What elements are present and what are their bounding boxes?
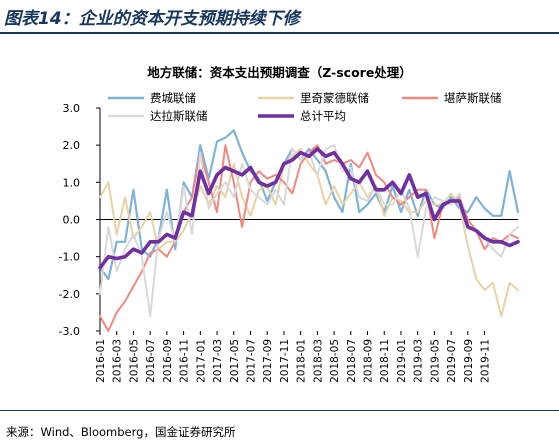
title-rule xyxy=(0,32,559,34)
legend-label-1: 里奇蒙德联储 xyxy=(300,91,369,105)
y-tick-label: 0.0 xyxy=(63,214,81,227)
x-tick-label: 2019-09 xyxy=(463,339,475,383)
legend-label-0: 费城联储 xyxy=(150,91,196,105)
x-tick-label: 2016-05 xyxy=(128,339,140,383)
x-tick-label: 2017-03 xyxy=(212,339,224,383)
x-tick-label: 2018-11 xyxy=(379,339,391,383)
x-tick-label: 2018-01 xyxy=(296,339,308,383)
x-tick-label: 2016-09 xyxy=(162,339,174,383)
series-group xyxy=(98,129,520,332)
series-line-4 xyxy=(98,147,520,270)
x-tick-label: 2019-07 xyxy=(446,339,458,383)
x-tick-label: 2018-05 xyxy=(329,339,341,383)
x-tick-label: 2019-03 xyxy=(413,339,425,383)
y-tick-label: 3.0 xyxy=(63,102,81,115)
x-tick-label: 2017-05 xyxy=(229,339,241,383)
y-tick-label: -2.0 xyxy=(59,288,80,301)
x-tick-label: 2016-01 xyxy=(95,339,107,383)
x-tick-label: 2018-07 xyxy=(346,339,358,383)
y-tick-label: 1.0 xyxy=(63,176,81,189)
x-tick-label: 2017-11 xyxy=(279,339,291,383)
chart-title: 地方联储：资本支出预期调查（Z-score处理） xyxy=(147,65,412,80)
legend-label-2: 堪萨斯联储 xyxy=(444,91,502,105)
source-rule xyxy=(0,410,559,411)
legend-label-3: 达拉斯联储 xyxy=(150,109,208,123)
x-tick-label: 2017-01 xyxy=(195,339,207,383)
legend-label-4: 总计平均 xyxy=(300,109,346,123)
series-line-3 xyxy=(99,144,519,318)
source-note: 来源：Wind、Bloomberg，国金证券研究所 xyxy=(6,425,236,439)
figure-title: 图表14：企业的资本开支预期持续下修 xyxy=(4,9,300,29)
axes: 3.0 2.0 1.0 0.0 -1.0 -2.0 -3.0 2016-01 2016-03 20… xyxy=(59,102,518,383)
x-tick-label: 2018-03 xyxy=(312,339,324,383)
x-tick-label: 2019-05 xyxy=(429,339,441,383)
x-tick-label: 2017-09 xyxy=(262,339,274,383)
series-line-1 xyxy=(99,147,519,318)
y-tick-label: -1.0 xyxy=(59,251,80,264)
y-tick-label: -3.0 xyxy=(59,325,80,338)
y-tick-label: 2.0 xyxy=(63,139,81,152)
x-tick-label: 2019-11 xyxy=(480,339,492,383)
x-tick-label: 2016-07 xyxy=(145,339,157,383)
line-chart: 3.0 2.0 1.0 0.0 -1.0 -2.0 -3.0 2016-01 2016-03 20… xyxy=(59,91,520,383)
x-tick-label: 2018-09 xyxy=(363,339,375,383)
x-tick-label: 2017-07 xyxy=(245,339,257,383)
x-tick-label: 2016-03 xyxy=(112,339,124,383)
x-tick-label: 2019-01 xyxy=(396,339,408,383)
x-tick-label: 2016-11 xyxy=(179,339,191,383)
